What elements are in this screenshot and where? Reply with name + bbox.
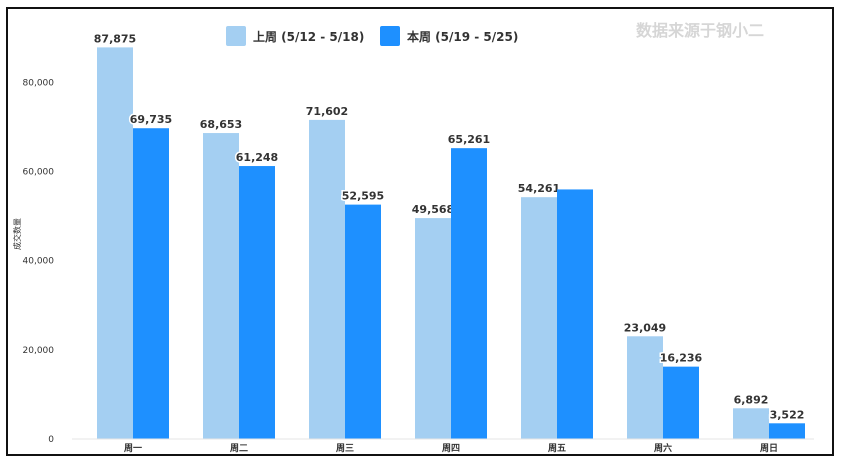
x-axis: 周一 周二 周三 周四 周五 周六 周日: [72, 438, 814, 454]
bar-this-week[interactable]: [239, 166, 275, 440]
data-label: 61,248: [236, 151, 278, 164]
bar-chart: 上周 (5/12 - 5/18) 本周 (5/19 - 5/25) 0 20,000…: [12, 26, 814, 454]
bar-this-week[interactable]: [557, 189, 593, 439]
y-tick-label: 0: [48, 435, 54, 445]
bar-last-week[interactable]: [627, 336, 663, 439]
x-tick-label: 周四: [442, 443, 460, 454]
legend-label[interactable]: 本周 (5/19 - 5/25): [407, 29, 518, 44]
y-tick-label: 60,000: [23, 168, 55, 178]
data-label: 87,875: [94, 32, 136, 45]
bar-last-week[interactable]: [415, 218, 451, 439]
bar-this-week[interactable]: [769, 423, 805, 439]
data-label: 16,236: [660, 352, 703, 365]
data-label: 49,568: [412, 203, 454, 216]
legend-swatch[interactable]: [226, 26, 246, 46]
bar-last-week[interactable]: [203, 133, 239, 439]
bar-this-week[interactable]: [451, 148, 487, 439]
bars: 87,875 69,735 68,653 61,248 71,602 52,595 49,5…: [92, 31, 806, 440]
data-label: 69,735: [130, 113, 172, 126]
bar-this-week[interactable]: [663, 366, 699, 439]
source-watermark: 数据来源于钢小二: [635, 21, 764, 40]
y-axis-label: 成交数量: [12, 218, 22, 250]
bar-this-week[interactable]: [133, 128, 169, 439]
bar-last-week[interactable]: [97, 47, 133, 440]
data-label: 71,602: [306, 105, 348, 118]
x-tick-label: 周五: [548, 443, 566, 454]
x-tick-label: 周三: [336, 443, 354, 454]
chart-frame: 数据来源于钢小二 上周 (5/12 - 5/18) 本周 (5/19 - 5/25…: [6, 7, 834, 456]
data-label: 68,653: [200, 118, 242, 131]
data-label: 6,892: [734, 393, 769, 406]
legend-swatch[interactable]: [380, 26, 400, 46]
y-tick-label: 40,000: [23, 257, 55, 267]
y-tick-label: 80,000: [23, 78, 55, 88]
x-tick-label: 周二: [230, 443, 248, 454]
data-label: 54,261: [518, 182, 560, 195]
bar-this-week[interactable]: [345, 204, 381, 439]
data-label: 23,049: [624, 321, 666, 334]
y-axis: 0 20,000 40,000 60,000 80,000 成交数量: [12, 78, 54, 445]
legend: 上周 (5/12 - 5/18) 本周 (5/19 - 5/25): [226, 26, 518, 46]
data-label: 52,595: [342, 190, 384, 203]
bar-last-week[interactable]: [733, 408, 769, 439]
legend-label[interactable]: 上周 (5/12 - 5/18): [253, 29, 364, 44]
bar-last-week[interactable]: [521, 197, 557, 439]
data-label: 3,522: [770, 408, 805, 421]
x-tick-label: 周日: [760, 443, 778, 454]
bar-last-week[interactable]: [309, 119, 345, 440]
x-tick-label: 周六: [654, 442, 672, 454]
y-tick-label: 20,000: [23, 346, 55, 356]
x-tick-label: 周一: [124, 443, 142, 454]
data-label: 65,261: [448, 133, 490, 146]
